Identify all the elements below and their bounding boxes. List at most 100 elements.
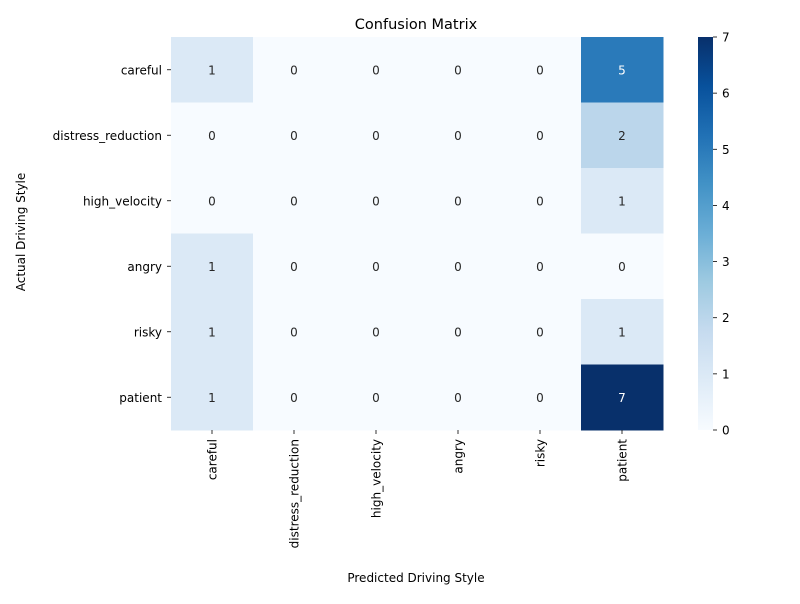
cell-value-label: 0 bbox=[454, 129, 462, 143]
heatmap-cell bbox=[417, 299, 500, 365]
x-axis-label: Predicted Driving Style bbox=[347, 571, 484, 585]
cell-value-label: 0 bbox=[290, 260, 298, 274]
x-tick-label: high_velocity bbox=[370, 439, 384, 518]
y-tick-label: careful bbox=[121, 63, 162, 77]
heatmap-cell bbox=[171, 37, 254, 103]
heatmap-cell bbox=[581, 168, 664, 234]
colorbar-tick-label: 3 bbox=[722, 255, 730, 269]
heatmap-cell bbox=[335, 299, 418, 365]
x-tick-label: patient bbox=[616, 439, 630, 482]
heatmap-cell bbox=[253, 233, 336, 300]
y-axis-label: Actual Driving Style bbox=[14, 173, 28, 292]
heatmap-cell bbox=[171, 102, 254, 169]
cell-value-label: 0 bbox=[290, 194, 298, 208]
x-tick-label: angry bbox=[452, 439, 466, 474]
colorbar-tick-label: 0 bbox=[722, 424, 730, 438]
cell-value-label: 0 bbox=[454, 194, 462, 208]
cell-value-label: 0 bbox=[536, 63, 544, 77]
cell-value-label: 0 bbox=[454, 325, 462, 339]
y-tick-label: distress_reduction bbox=[53, 129, 162, 143]
heatmap-cell bbox=[253, 168, 336, 234]
cell-value-label: 5 bbox=[618, 63, 626, 77]
heatmap-cells bbox=[171, 37, 664, 431]
cell-value-label: 0 bbox=[290, 391, 298, 405]
heatmap-cell bbox=[335, 102, 418, 169]
colorbar-tick-label: 2 bbox=[722, 311, 730, 325]
heatmap-cell bbox=[499, 364, 582, 431]
colorbar-gradient bbox=[698, 37, 713, 430]
x-tick-label: distress_reduction bbox=[288, 439, 302, 548]
heatmap-cell bbox=[171, 233, 254, 300]
heatmap-cell bbox=[171, 299, 254, 365]
colorbar-tick-label: 7 bbox=[722, 31, 730, 45]
cell-value-label: 0 bbox=[454, 63, 462, 77]
cell-value-label: 1 bbox=[208, 391, 216, 405]
heatmap-cell bbox=[499, 233, 582, 300]
colorbar-tick-label: 1 bbox=[722, 367, 730, 381]
y-axis-ticks: careful distress_reduction high_velocityan… bbox=[53, 63, 171, 405]
x-axis-ticks: careful distress_reduction high_velocity an… bbox=[206, 430, 630, 548]
colorbar-tick-label: 4 bbox=[722, 199, 730, 213]
heatmap-cell bbox=[335, 37, 418, 103]
heatmap-cell bbox=[417, 168, 500, 234]
x-tick-label: careful bbox=[206, 439, 220, 480]
cell-value-label: 0 bbox=[372, 260, 380, 274]
cell-value-label: 0 bbox=[454, 391, 462, 405]
heatmap-cell bbox=[417, 364, 500, 431]
cell-value-label: 0 bbox=[536, 260, 544, 274]
heatmap-cell bbox=[499, 299, 582, 365]
heatmap-annotations: 1 0 0 0 0 5 0 0 0 0 0 2 0 0 0 0 0 1 1 0 0 0 0 0 1 0 0 0 0 1 1 0 0 0 0 7 bbox=[208, 63, 626, 405]
cell-value-label: 7 bbox=[618, 391, 626, 405]
heatmap-cell bbox=[253, 299, 336, 365]
y-tick-label: high_velocity bbox=[83, 194, 162, 208]
cell-value-label: 1 bbox=[208, 260, 216, 274]
heatmap-cell bbox=[499, 168, 582, 234]
heatmap-cell bbox=[581, 102, 664, 169]
cell-value-label: 0 bbox=[208, 129, 216, 143]
x-tick-label: risky bbox=[534, 439, 548, 467]
cell-value-label: 1 bbox=[618, 194, 626, 208]
cell-value-label: 0 bbox=[536, 391, 544, 405]
heatmap-cell bbox=[499, 102, 582, 169]
colorbar-tick-label: 5 bbox=[722, 143, 730, 157]
heatmap-cell bbox=[499, 37, 582, 103]
heatmap-cell bbox=[581, 37, 664, 103]
y-tick-label: angry bbox=[127, 260, 162, 274]
cell-value-label: 0 bbox=[290, 129, 298, 143]
heatmap-cell bbox=[253, 102, 336, 169]
chart-title: Confusion Matrix bbox=[355, 17, 478, 33]
heatmap-cell bbox=[335, 364, 418, 431]
colorbar-tick-label: 6 bbox=[722, 87, 730, 101]
cell-value-label: 1 bbox=[618, 325, 626, 339]
heatmap-cell bbox=[581, 299, 664, 365]
cell-value-label: 0 bbox=[454, 260, 462, 274]
heatmap-cell bbox=[417, 233, 500, 300]
cell-value-label: 0 bbox=[372, 391, 380, 405]
cell-value-label: 0 bbox=[536, 194, 544, 208]
heatmap-cell bbox=[417, 37, 500, 103]
cell-value-label: 0 bbox=[372, 63, 380, 77]
y-tick-label: risky bbox=[134, 325, 162, 339]
heatmap-cell bbox=[581, 364, 664, 431]
cell-value-label: 2 bbox=[618, 129, 626, 143]
heatmap-cell bbox=[171, 364, 254, 431]
cell-value-label: 1 bbox=[208, 325, 216, 339]
y-tick-label: patient bbox=[119, 391, 162, 405]
cell-value-label: 0 bbox=[372, 129, 380, 143]
colorbar: 0 1 2 3 4 5 6 7 bbox=[698, 31, 730, 438]
cell-value-label: 0 bbox=[208, 194, 216, 208]
heatmap-cell bbox=[417, 102, 500, 169]
heatmap-cell bbox=[335, 233, 418, 300]
cell-value-label: 0 bbox=[536, 129, 544, 143]
cell-value-label: 0 bbox=[536, 325, 544, 339]
cell-value-label: 1 bbox=[208, 63, 216, 77]
cell-value-label: 0 bbox=[290, 63, 298, 77]
cell-value-label: 0 bbox=[372, 325, 380, 339]
cell-value-label: 0 bbox=[618, 260, 626, 274]
heatmap-cell bbox=[253, 364, 336, 431]
heatmap-cell bbox=[253, 37, 336, 103]
heatmap-cell bbox=[171, 168, 254, 234]
cell-value-label: 0 bbox=[290, 325, 298, 339]
